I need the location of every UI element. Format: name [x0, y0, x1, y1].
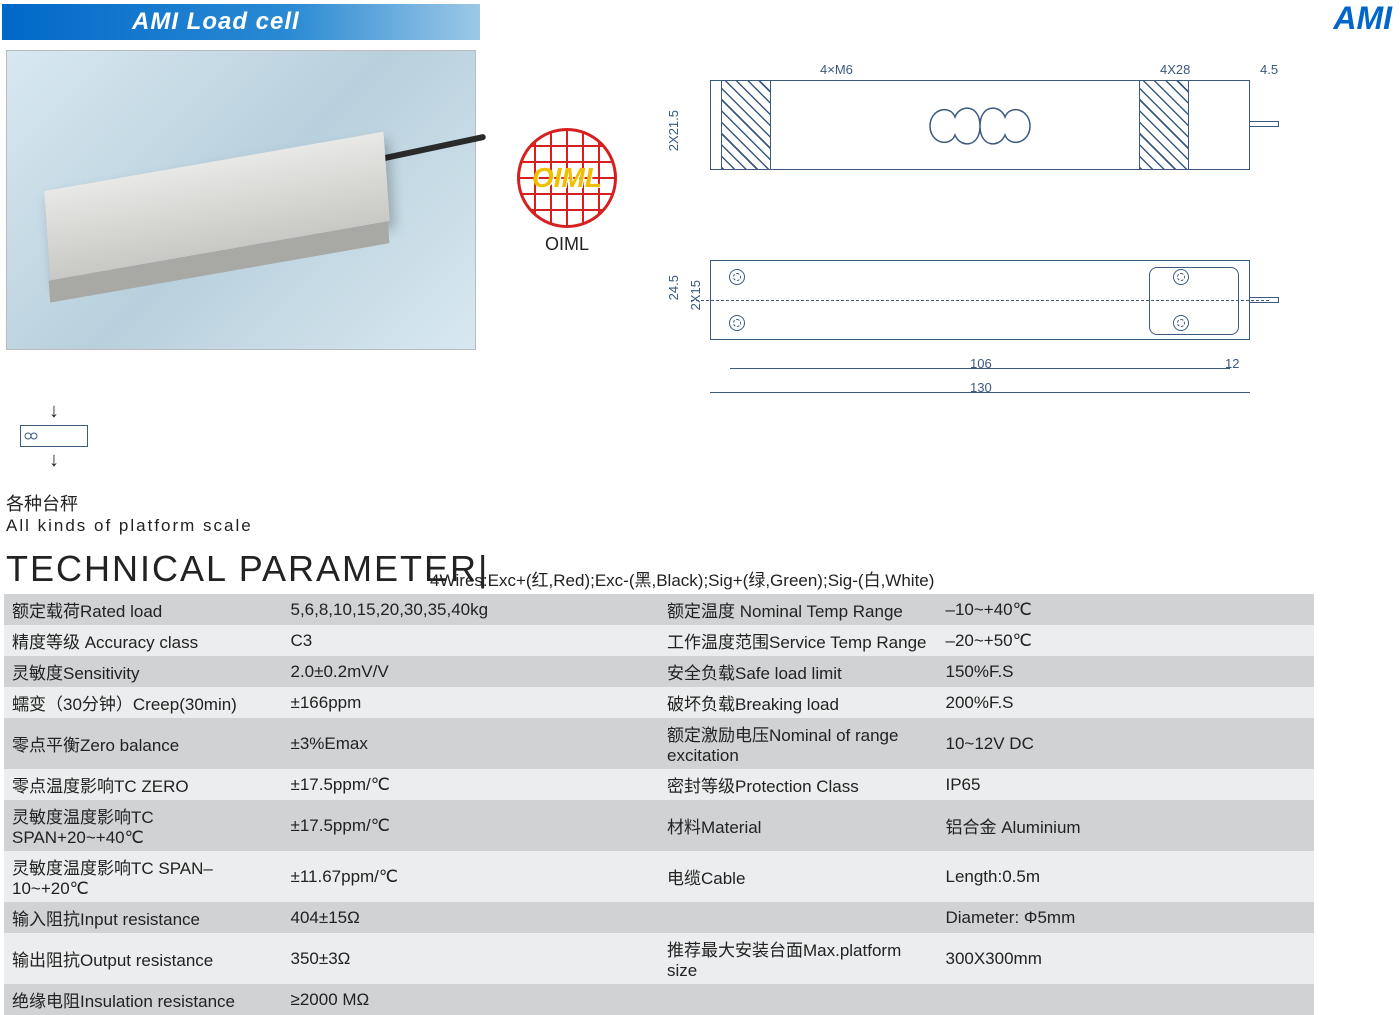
- spec-value: 404±15Ω: [283, 902, 659, 933]
- oiml-acronym: OIML: [532, 162, 602, 194]
- spec-value: 2.0±0.2mV/V: [283, 656, 659, 687]
- dim-4m6: 4×M6: [820, 62, 853, 77]
- dim-height: 2X21.5: [666, 110, 681, 151]
- table-row: 零点温度影响TC ZERO±17.5ppm/℃密封等级Protection Cl…: [4, 769, 1314, 800]
- dim-4x28: 4X28: [1160, 62, 1190, 77]
- spec-label: [659, 902, 938, 933]
- table-row: 输出阻抗Output resistance350±3Ω推荐最大安装台面Max.p…: [4, 933, 1314, 984]
- spec-label: 灵敏度温度影响TC SPAN+20~+40℃: [4, 800, 283, 851]
- spec-label: 绝缘电阻Insulation resistance: [4, 984, 283, 1015]
- spec-value: ±17.5ppm/℃: [283, 800, 659, 851]
- cable-stub: [1249, 121, 1279, 127]
- table-row: 绝缘电阻Insulation resistance≥2000 MΩ: [4, 984, 1314, 1015]
- technical-drawing: 4×M6 4X28 4.5 2X21.5 24.5 2X15 106 12 13…: [670, 80, 1290, 340]
- spec-label: 安全负载Safe load limit: [659, 656, 938, 687]
- spec-value: ≥2000 MΩ: [283, 984, 659, 1015]
- table-row: 蠕变（30分钟）Creep(30min)±166ppm破坏负载Breaking …: [4, 687, 1314, 718]
- spec-value: 200%F.S: [937, 687, 1314, 718]
- spec-label: 密封等级Protection Class: [659, 769, 938, 800]
- spec-value: 350±3Ω: [283, 933, 659, 984]
- table-row: 额定载荷Rated load5,6,8,10,15,20,30,35,40kg额…: [4, 594, 1314, 625]
- wires-note: 4Wires:Exc+(红,Red);Exc-(黑,Black);Sig+(绿,…: [430, 566, 934, 591]
- spec-value: –10~+40℃: [937, 594, 1314, 625]
- spec-value: C3: [283, 625, 659, 656]
- cable-stub-top: [1249, 297, 1279, 303]
- title-bar: AMI Load cell: [2, 4, 480, 40]
- spec-value: Length:0.5m: [937, 851, 1314, 902]
- spec-value: ±11.67ppm/℃: [283, 851, 659, 902]
- application-caption: 各种台秤 All kinds of platform scale: [6, 490, 253, 536]
- table-row: 精度等级 Accuracy classC3工作温度范围Service Temp …: [4, 625, 1314, 656]
- table-row: 灵敏度温度影响TC SPAN+20~+40℃±17.5ppm/℃材料Materi…: [4, 800, 1314, 851]
- hatch-left: [721, 81, 771, 169]
- spec-value: [937, 984, 1314, 1015]
- dim-45: 4.5: [1260, 62, 1278, 77]
- spec-label: 额定载荷Rated load: [4, 594, 283, 625]
- spec-value: 150%F.S: [937, 656, 1314, 687]
- oiml-label: OIML: [512, 234, 622, 255]
- spec-label: 额定激励电压Nominal of range excitation: [659, 718, 938, 769]
- spec-label: 零点温度影响TC ZERO: [4, 769, 283, 800]
- dimline-1: [730, 368, 1230, 369]
- spec-label: 工作温度范围Service Temp Range: [659, 625, 938, 656]
- loadcell-icon: [20, 425, 88, 447]
- spec-label: 灵敏度温度影响TC SPAN–10~+20℃: [4, 851, 283, 902]
- spec-label: 零点平衡Zero balance: [4, 718, 283, 769]
- cutout-shape: [920, 99, 1040, 153]
- spec-label: 精度等级 Accuracy class: [4, 625, 283, 656]
- arrow-down-icon: ↓: [20, 400, 88, 423]
- hole-icon: [729, 315, 745, 331]
- spec-value: ±3%Emax: [283, 718, 659, 769]
- top-endcap: [1149, 267, 1239, 335]
- spec-label: 额定温度 Nominal Temp Range: [659, 594, 938, 625]
- spec-value: 300X300mm: [937, 933, 1314, 984]
- application-cn: 各种台秤: [6, 490, 253, 516]
- spec-label: 推荐最大安装台面Max.platform size: [659, 933, 938, 984]
- spec-value: –20~+50℃: [937, 625, 1314, 656]
- oiml-badge: OIML OIML: [512, 128, 622, 255]
- section-title: TECHNICAL PARAMETER|: [6, 548, 489, 590]
- product-photo: [6, 50, 476, 350]
- brand-logo: AMI: [1333, 0, 1392, 37]
- spec-table: 额定载荷Rated load5,6,8,10,15,20,30,35,40kg额…: [4, 594, 1314, 1015]
- table-row: 输入阻抗Input resistance404±15Ω Diameter: Φ5m…: [4, 902, 1314, 933]
- dim-v2: 2X15: [688, 280, 703, 310]
- dim-v1: 24.5: [666, 275, 681, 300]
- spec-value: 铝合金 Aluminium: [937, 800, 1314, 851]
- spec-label: 输出阻抗Output resistance: [4, 933, 283, 984]
- spec-value: ±17.5ppm/℃: [283, 769, 659, 800]
- side-view: [710, 80, 1250, 170]
- spec-label: 电缆Cable: [659, 851, 938, 902]
- spec-label: [659, 984, 938, 1015]
- table-row: 零点平衡Zero balance±3%Emax额定激励电压Nominal of …: [4, 718, 1314, 769]
- spec-label: 输入阻抗Input resistance: [4, 902, 283, 933]
- oiml-globe-icon: OIML: [517, 128, 617, 228]
- hole-icon: [729, 269, 745, 285]
- arrow-down-icon: ↓: [20, 449, 88, 472]
- spec-value: 10~12V DC: [937, 718, 1314, 769]
- spec-value: 5,6,8,10,15,20,30,35,40kg: [283, 594, 659, 625]
- spec-value: Diameter: Φ5mm: [937, 902, 1314, 933]
- spec-value: IP65: [937, 769, 1314, 800]
- spec-label: 灵敏度Sensitivity: [4, 656, 283, 687]
- spec-label: 材料Material: [659, 800, 938, 851]
- application-en: All kinds of platform scale: [6, 516, 253, 536]
- application-diagram: ↓ ↓: [20, 400, 88, 472]
- spec-label: 破坏负载Breaking load: [659, 687, 938, 718]
- hatch-right: [1139, 81, 1189, 169]
- spec-value: ±166ppm: [283, 687, 659, 718]
- table-row: 灵敏度Sensitivity2.0±0.2mV/V安全负载Safe load l…: [4, 656, 1314, 687]
- table-row: 灵敏度温度影响TC SPAN–10~+20℃±11.67ppm/℃电缆Cable…: [4, 851, 1314, 902]
- spec-label: 蠕变（30分钟）Creep(30min): [4, 687, 283, 718]
- dimline-2: [710, 392, 1250, 393]
- top-view: [710, 260, 1250, 340]
